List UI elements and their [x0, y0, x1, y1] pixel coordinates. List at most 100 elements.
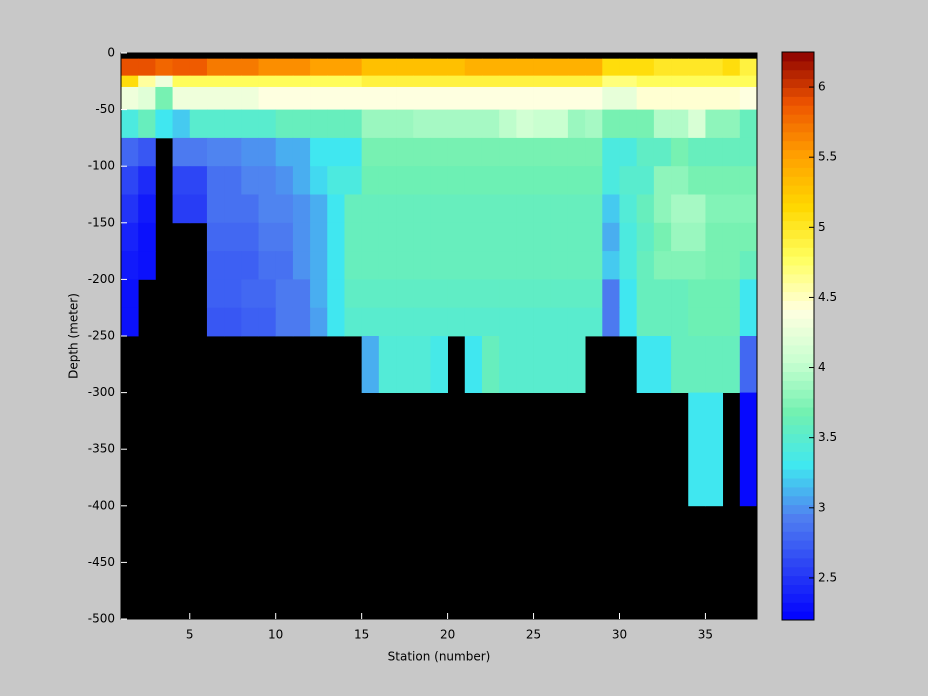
colorbar-band: [782, 176, 814, 186]
heatmap-cell: [533, 58, 552, 77]
heatmap-cell: [121, 137, 139, 167]
heatmap-cell: [447, 166, 466, 195]
heatmap-cell: [619, 166, 638, 195]
heatmap-cell: [567, 58, 586, 77]
heatmap-cell: [413, 109, 431, 139]
heatmap-cell: [464, 75, 483, 88]
heatmap-cell: [396, 75, 414, 88]
heatmap-cell: [688, 392, 706, 507]
heatmap-cell: [671, 194, 689, 224]
heatmap-cell: [722, 336, 741, 393]
heatmap-cell: [464, 336, 483, 393]
heatmap-cell: [396, 336, 414, 393]
heatmap-cell: [705, 279, 724, 309]
heatmap-cell: [671, 137, 689, 167]
colorbar-band: [782, 167, 814, 177]
heatmap-cell: [533, 222, 552, 252]
heatmap-cell: [550, 137, 569, 167]
colorbar-band: [782, 442, 814, 452]
heatmap-cell: [327, 137, 345, 167]
heatmap-cell: [499, 251, 517, 280]
heatmap-cell: [585, 86, 603, 110]
heatmap-cell: [224, 109, 242, 139]
y-tick-label: -50: [95, 102, 115, 116]
heatmap-cell: [739, 58, 758, 77]
heatmap-cell: [258, 194, 277, 224]
colorbar-band: [782, 96, 814, 106]
colorbar-band: [782, 123, 814, 133]
heatmap-cell: [739, 109, 758, 139]
heatmap-cell: [413, 58, 431, 77]
heatmap-cell: [585, 58, 603, 77]
heatmap-cell: [327, 109, 345, 139]
heatmap-cell: [206, 222, 225, 252]
heatmap-cell: [739, 336, 758, 393]
heatmap-cell: [550, 86, 569, 110]
heatmap-cell: [481, 222, 500, 252]
x-axis-label: Station (number): [388, 650, 491, 664]
heatmap-cell: [585, 279, 603, 309]
heatmap-cell: [430, 336, 448, 393]
heatmap-cell: [550, 251, 569, 280]
heatmap-cell: [344, 86, 363, 110]
heatmap-cell: [292, 222, 311, 252]
heatmap-cell: [636, 58, 655, 77]
heatmap-cell: [275, 194, 294, 224]
heatmap-cell: [653, 336, 672, 393]
colorbar-band: [782, 495, 814, 506]
heatmap-cell: [310, 58, 328, 77]
heatmap-cell: [481, 336, 500, 393]
colorbar-band: [782, 478, 814, 488]
heatmap-cell: [344, 166, 363, 195]
heatmap-cell: [155, 109, 173, 139]
heatmap-cell: [739, 194, 758, 224]
heatmap-cell: [258, 137, 277, 167]
heatmap-cell: [172, 58, 191, 77]
heatmap-cell: [671, 86, 689, 110]
heatmap-cell: [361, 58, 380, 77]
heatmap-cell: [292, 75, 311, 88]
heatmap-cell: [430, 75, 448, 88]
heatmap-cell: [550, 279, 569, 309]
heatmap-cell: [481, 194, 500, 224]
heatmap-cell: [310, 75, 328, 88]
heatmap-cell: [739, 307, 758, 337]
heatmap-cell: [396, 307, 414, 337]
heatmap-cell: [275, 279, 294, 309]
heatmap-cell: [671, 109, 689, 139]
heatmap-cell: [121, 58, 139, 77]
heatmap-cell: [653, 222, 672, 252]
colorbar-band: [782, 424, 814, 435]
heatmap-cell: [172, 137, 191, 167]
heatmap-cell: [671, 251, 689, 280]
heatmap-cell: [344, 194, 363, 224]
heatmap-cell: [464, 307, 483, 337]
heatmap-cell: [688, 279, 706, 309]
heatmap-cell: [688, 75, 706, 88]
colorbar-band: [782, 531, 814, 541]
heatmap-cell: [224, 137, 242, 167]
heatmap-cell: [516, 194, 534, 224]
heatmap-cell: [653, 75, 672, 88]
heatmap-cell: [430, 137, 448, 167]
heatmap-cell: [636, 166, 655, 195]
heatmap-cell: [516, 58, 534, 77]
y-tick-label: -250: [88, 329, 115, 343]
heatmap-cell: [585, 137, 603, 167]
heatmap-cell: [241, 166, 259, 195]
heatmap-cell: [619, 222, 638, 252]
heatmap-cell: [413, 86, 431, 110]
heatmap-cell: [258, 75, 277, 88]
heatmap-cell: [688, 222, 706, 252]
heatmap-cell: [447, 75, 466, 88]
colorbar-band: [782, 185, 814, 195]
heatmap-cell: [533, 336, 552, 393]
heatmap-cell: [653, 86, 672, 110]
colorbar-band: [782, 273, 814, 284]
heatmap-cell: [241, 137, 259, 167]
heatmap-cell: [636, 86, 655, 110]
heatmap-cell: [344, 251, 363, 280]
heatmap-cell: [567, 307, 586, 337]
heatmap-cell: [310, 194, 328, 224]
heatmap-cell: [413, 194, 431, 224]
